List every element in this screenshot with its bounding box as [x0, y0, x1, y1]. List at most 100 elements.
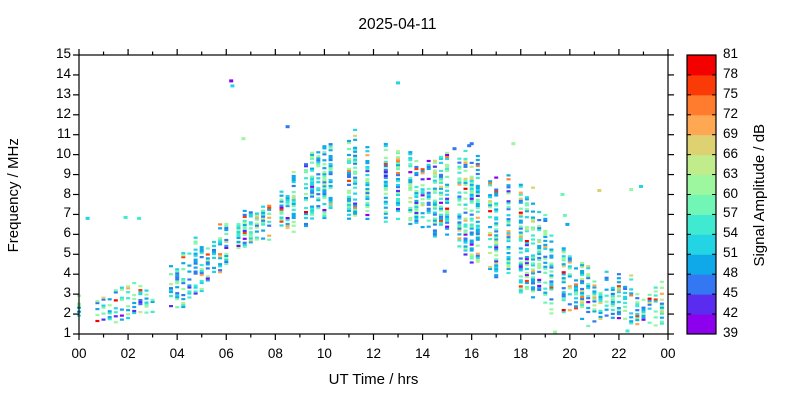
data-point: [347, 195, 351, 198]
data-point: [169, 283, 173, 286]
data-point: [580, 289, 585, 293]
data-point: [506, 202, 511, 205]
data-point: [193, 248, 198, 251]
data-point: [457, 233, 462, 236]
colorbar-segment: [687, 274, 716, 295]
data-point: [439, 185, 443, 188]
data-point: [408, 185, 413, 188]
data-point: [531, 258, 535, 261]
data-point: [396, 197, 400, 201]
data-point: [598, 301, 603, 305]
data-point: [574, 285, 578, 288]
data-point: [408, 206, 413, 210]
data-point: [365, 174, 370, 177]
data-point: [95, 308, 100, 311]
y-tick-label: 4: [63, 265, 71, 281]
data-point: [518, 269, 523, 272]
data-point: [543, 267, 548, 270]
data-point: [586, 275, 591, 278]
data-point: [543, 271, 548, 274]
data-point: [242, 225, 247, 228]
data-point: [353, 182, 358, 185]
data-point: [463, 237, 468, 240]
data-point: [659, 286, 664, 289]
data-point: [254, 224, 259, 227]
data-point: [193, 240, 198, 243]
data-point: [623, 305, 628, 308]
data-point: [224, 228, 229, 232]
data-point: [457, 177, 462, 180]
data-point: [537, 278, 542, 281]
data-point: [132, 309, 137, 313]
data-point: [193, 284, 198, 287]
data-point: [506, 222, 511, 225]
data-point: [212, 250, 216, 254]
data-point: [107, 298, 112, 301]
data-point: [445, 219, 450, 222]
data-point: [126, 287, 131, 290]
data-point: [543, 219, 548, 222]
data-point: [95, 319, 100, 323]
axes-frame: [73, 49, 674, 340]
data-point: [561, 299, 566, 302]
data-point: [101, 306, 106, 309]
y-axis-label: Frequency / MHz: [4, 138, 22, 253]
data-point: [126, 313, 131, 316]
data-point: [475, 210, 480, 213]
data-point: [383, 212, 388, 215]
data-point: [653, 294, 658, 297]
data-point: [181, 256, 186, 259]
data-point: [494, 238, 499, 241]
data-point: [506, 232, 511, 235]
data-point: [420, 170, 425, 173]
data-point: [322, 197, 327, 200]
data-point: [414, 167, 419, 171]
data-point: [414, 165, 419, 169]
data-point: [463, 179, 468, 182]
data-point: [469, 257, 474, 260]
data-point: [254, 214, 259, 217]
data-point: [365, 189, 370, 193]
data-point: [310, 191, 315, 194]
data-point: [604, 300, 609, 303]
data-point: [420, 226, 425, 229]
data-point: [469, 199, 474, 202]
data-point: [469, 219, 474, 222]
data-point: [181, 268, 186, 271]
data-point: [279, 224, 284, 227]
data-point: [396, 162, 400, 165]
data-point: [506, 220, 511, 223]
data-point: [537, 284, 542, 287]
data-point: [322, 153, 327, 156]
data-point: [616, 295, 621, 298]
data-point: [623, 287, 628, 290]
data-point: [463, 247, 468, 250]
data-point: [212, 248, 216, 252]
data-point: [598, 317, 603, 320]
data-point: [531, 288, 535, 291]
data-point: [113, 321, 118, 324]
data-point: [537, 225, 542, 228]
data-point: [261, 211, 266, 214]
data-point: [328, 202, 333, 206]
data-point: [659, 304, 664, 307]
data-point: [101, 312, 106, 315]
data-point: [365, 184, 370, 187]
data-point: [598, 311, 603, 314]
data-point: [469, 161, 474, 164]
data-point: [383, 210, 388, 213]
outlier-point: [467, 144, 472, 148]
data-point: [531, 226, 535, 229]
data-point: [592, 296, 597, 299]
data-point: [347, 175, 351, 178]
data-point: [598, 315, 603, 318]
data-point: [494, 246, 499, 249]
data-point: [586, 265, 591, 268]
data-point: [304, 224, 308, 228]
data-point: [408, 165, 413, 168]
outlier-point: [442, 269, 447, 273]
data-point: [518, 267, 523, 270]
x-tick-label: 22: [611, 346, 627, 361]
data-point: [457, 167, 462, 170]
data-point: [580, 317, 585, 320]
